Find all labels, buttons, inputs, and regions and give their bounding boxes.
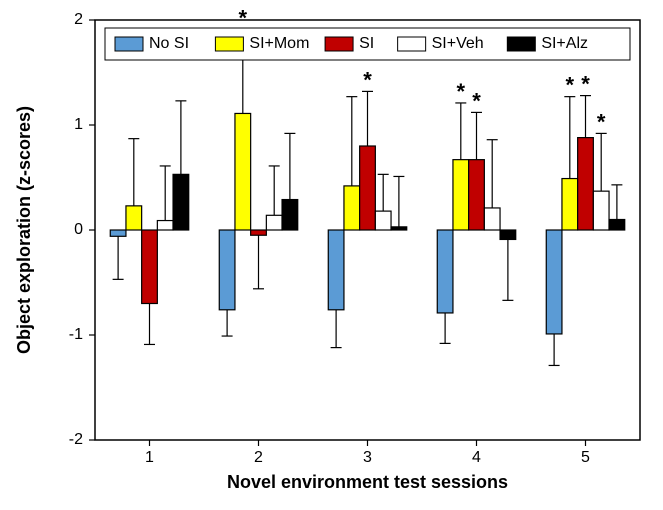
bar bbox=[282, 200, 298, 230]
bar bbox=[328, 230, 344, 310]
svg-text:5: 5 bbox=[581, 449, 590, 466]
bar bbox=[344, 186, 360, 230]
svg-text:2: 2 bbox=[74, 11, 83, 28]
svg-text:4: 4 bbox=[472, 449, 481, 466]
svg-text:-1: -1 bbox=[69, 326, 83, 343]
bar bbox=[251, 230, 267, 235]
bar bbox=[484, 208, 500, 230]
legend-label: SI+Mom bbox=[249, 35, 309, 52]
y-axis-title: Object exploration (z-scores) bbox=[14, 106, 34, 354]
significance-marker: * bbox=[457, 79, 466, 104]
bar bbox=[609, 220, 625, 231]
legend-label: No SI bbox=[149, 35, 189, 52]
legend-swatch bbox=[398, 37, 426, 51]
bar bbox=[593, 191, 609, 230]
svg-text:1: 1 bbox=[74, 116, 83, 133]
significance-marker: * bbox=[239, 5, 248, 30]
bar bbox=[500, 230, 516, 239]
bar bbox=[375, 211, 391, 230]
svg-text:1: 1 bbox=[145, 449, 154, 466]
legend-label: SI bbox=[359, 35, 374, 52]
legend-swatch bbox=[325, 37, 353, 51]
legend-label: SI+Alz bbox=[541, 35, 588, 52]
bar bbox=[266, 215, 282, 230]
bar bbox=[157, 221, 173, 230]
bar bbox=[546, 230, 562, 334]
x-axis-title: Novel environment test sessions bbox=[227, 472, 508, 492]
bar bbox=[391, 227, 407, 230]
bar bbox=[110, 230, 126, 236]
significance-marker: * bbox=[363, 67, 372, 92]
significance-marker: * bbox=[597, 109, 606, 134]
svg-text:3: 3 bbox=[363, 449, 372, 466]
bar bbox=[142, 230, 158, 304]
bar bbox=[469, 160, 485, 230]
svg-text:2: 2 bbox=[254, 449, 263, 466]
bar bbox=[437, 230, 453, 313]
bar bbox=[453, 160, 469, 230]
legend-label: SI+Veh bbox=[432, 35, 484, 52]
bar bbox=[126, 206, 142, 230]
bar bbox=[578, 138, 594, 230]
svg-text:-2: -2 bbox=[69, 431, 83, 448]
significance-marker: * bbox=[566, 73, 575, 98]
bar bbox=[219, 230, 235, 310]
legend-swatch bbox=[215, 37, 243, 51]
bar bbox=[173, 174, 189, 230]
bar bbox=[235, 113, 251, 230]
bar bbox=[562, 179, 578, 230]
legend-swatch bbox=[115, 37, 143, 51]
significance-marker: * bbox=[472, 88, 481, 113]
bar-chart: -2-101212345*******Novel environment tes… bbox=[0, 0, 663, 510]
bar bbox=[360, 146, 376, 230]
legend-swatch bbox=[507, 37, 535, 51]
chart-container: -2-101212345*******Novel environment tes… bbox=[0, 0, 663, 510]
significance-marker: * bbox=[581, 72, 590, 97]
svg-text:0: 0 bbox=[74, 221, 83, 238]
